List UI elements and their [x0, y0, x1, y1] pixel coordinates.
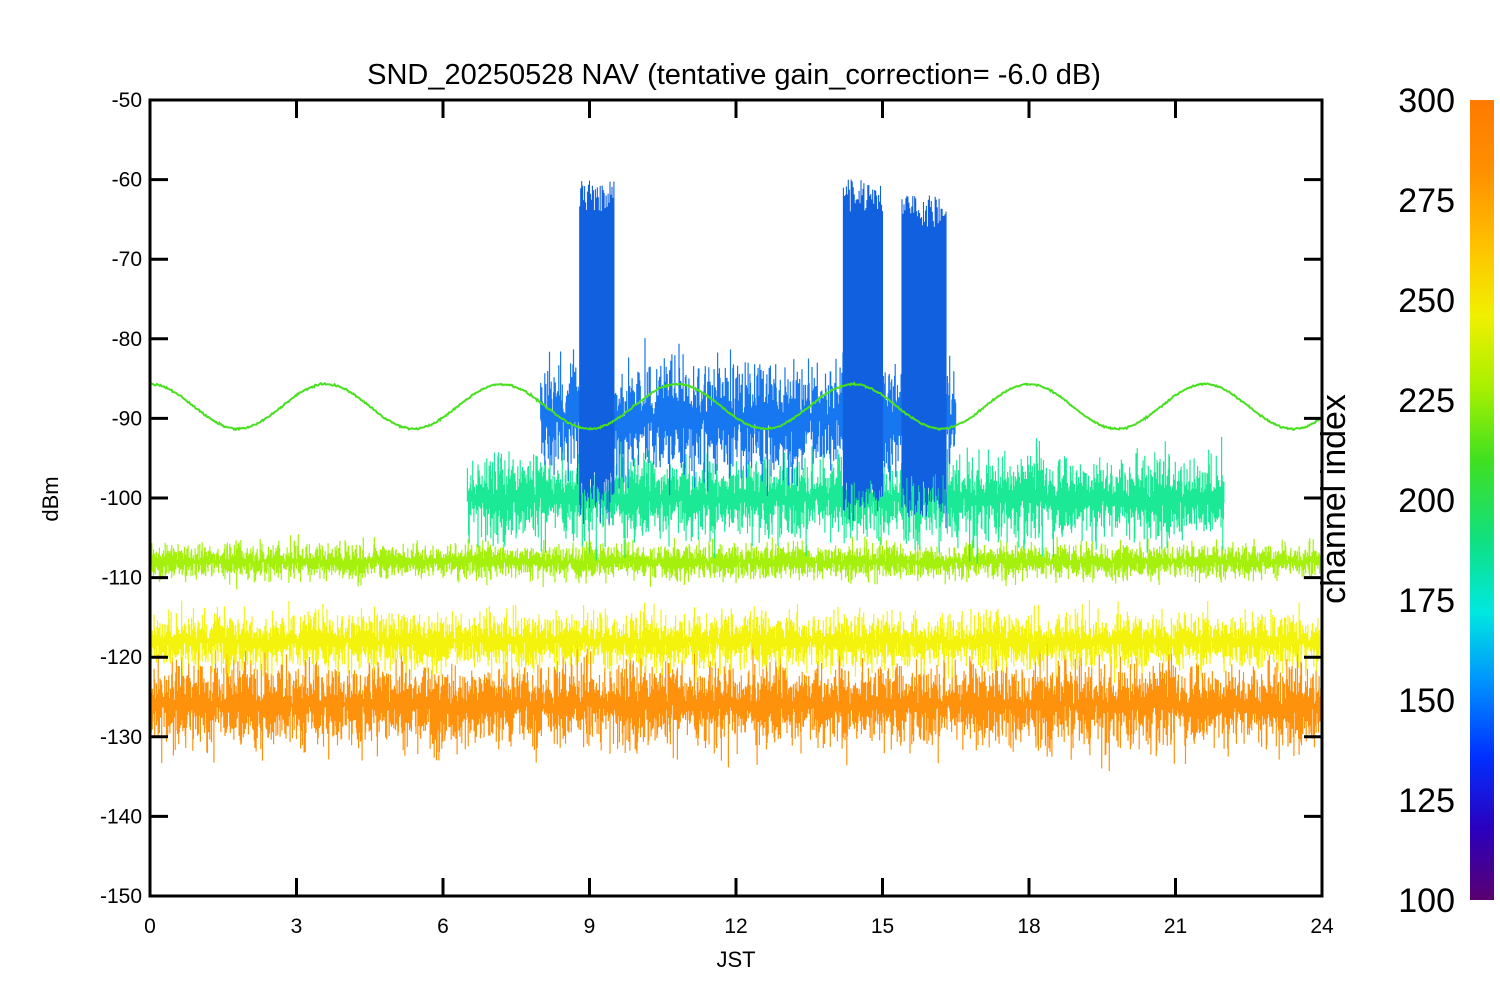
- burst-3: [901, 195, 947, 529]
- x-tick-label-0: 0: [144, 915, 156, 938]
- colorbar-tick-label-5: 175: [1398, 582, 1455, 620]
- y-tick-label-4: -90: [112, 407, 142, 430]
- colorbar-ticks: 300 275 250 225 200 175 150 125 100: [1398, 82, 1455, 920]
- y-tick-label-6: -110: [102, 567, 142, 590]
- band-channel-195: [466, 431, 1225, 564]
- burst-2: [842, 179, 884, 521]
- y-tick-label-1: -60: [112, 169, 142, 192]
- series-channel-240: [150, 381, 1322, 432]
- x-tick-label-1: 3: [291, 915, 303, 938]
- plot-area: [150, 179, 1322, 771]
- colorbar-tick-label-2: 250: [1398, 282, 1455, 320]
- x-tick-label-4: 12: [724, 915, 747, 938]
- band-channel-290: [150, 638, 1322, 771]
- y-tick-label-3: -80: [112, 328, 142, 351]
- colorbar-tick-label-6: 150: [1398, 682, 1455, 720]
- x-tick-label-6: 18: [1017, 915, 1040, 938]
- y-tick-label-10: -150: [100, 885, 142, 908]
- colorbar: [1470, 100, 1494, 900]
- colorbar-tick-label-4: 200: [1398, 482, 1455, 520]
- x-tick-label-3: 9: [584, 915, 596, 938]
- y-tick-label-5: -100: [100, 487, 142, 510]
- y-tick-label-7: -120: [100, 646, 142, 669]
- x-axis-label: JST: [716, 947, 755, 972]
- burst-1: [579, 180, 615, 524]
- colorbar-tick-label-0: 300: [1398, 82, 1455, 120]
- y-tick-label-8: -130: [100, 726, 142, 749]
- y-tick-label-0: -50: [112, 89, 142, 112]
- colorbar-tick-label-8: 100: [1398, 882, 1455, 920]
- band-channel-255: [150, 534, 1322, 590]
- y-tick-label-2: -70: [112, 248, 142, 271]
- chart-title: SND_20250528 NAV (tentative gain_correct…: [367, 59, 1101, 91]
- x-tick-label-5: 15: [871, 915, 894, 938]
- axis-ticks: 0 3 6 9 12 15 18 21 24 -50 -60 -70 -80 -90 -100 -110 -12…: [100, 89, 1334, 938]
- colorbar-label: channel index: [1315, 394, 1353, 604]
- x-tick-label-2: 6: [437, 915, 449, 938]
- band-channel-270: [150, 599, 1322, 684]
- y-axis-label: dBm: [38, 476, 63, 521]
- y-tick-label-9: -140: [100, 805, 142, 828]
- x-tick-label-8: 24: [1310, 915, 1334, 938]
- colorbar-tick-label-7: 125: [1398, 782, 1455, 820]
- x-tick-label-7: 21: [1164, 915, 1187, 938]
- colorbar-tick-label-3: 225: [1398, 382, 1455, 420]
- colorbar-tick-label-1: 275: [1398, 182, 1455, 220]
